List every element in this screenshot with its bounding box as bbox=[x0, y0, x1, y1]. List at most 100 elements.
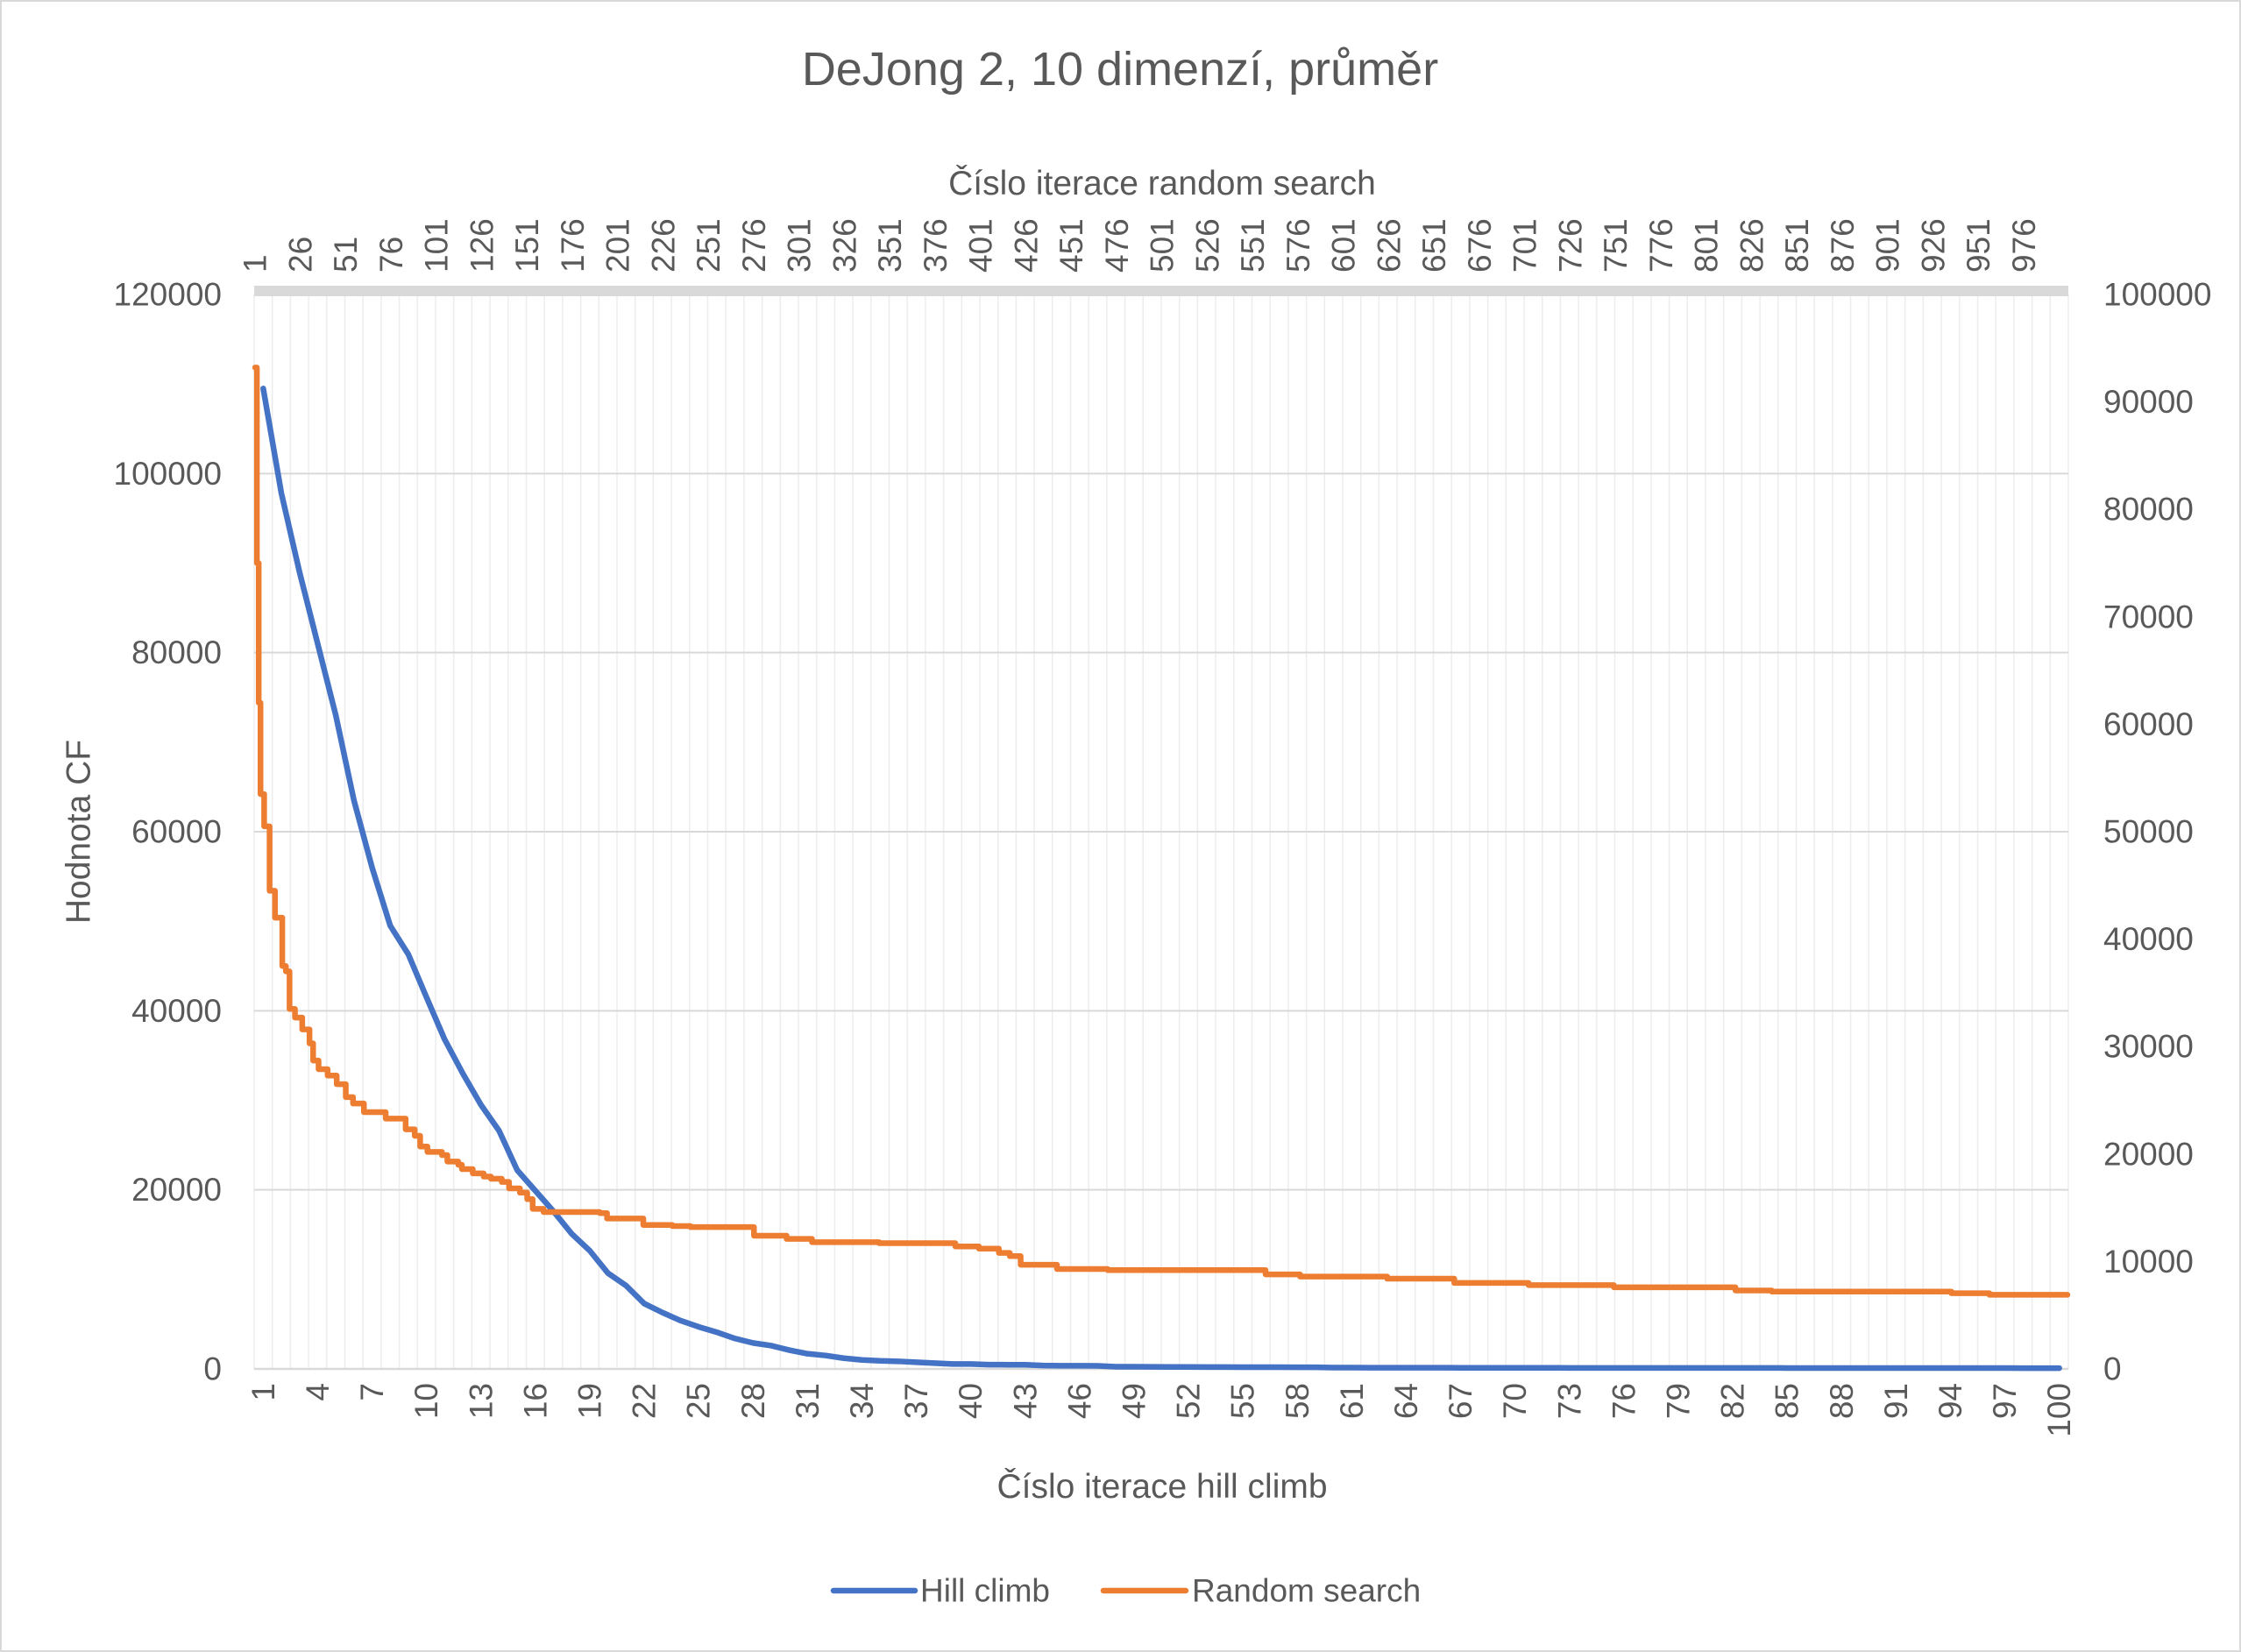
x-bottom-tick-label: 19 bbox=[571, 1383, 607, 1419]
x-bottom-tick-label: 76 bbox=[1606, 1383, 1642, 1419]
x-bottom-tick-label: 64 bbox=[1388, 1383, 1424, 1419]
x-bottom-tick-label: 1 bbox=[245, 1383, 281, 1401]
x-top-tick-label: 51 bbox=[328, 237, 364, 273]
x-bottom-tick-label: 43 bbox=[1007, 1383, 1043, 1419]
x-top-tick-label: 801 bbox=[1689, 218, 1725, 273]
x-top-tick-label: 626 bbox=[1371, 218, 1407, 273]
x-top-tick-label: 1 bbox=[238, 254, 273, 273]
y-right-tick-label: 90000 bbox=[2103, 384, 2194, 420]
x-top-tick-label: 651 bbox=[1416, 218, 1452, 273]
x-top-tick-label: 251 bbox=[691, 218, 727, 273]
x-top-tick-label: 476 bbox=[1099, 218, 1135, 273]
y-left-tick-label: 100000 bbox=[114, 456, 222, 492]
x-bottom-tick-label: 88 bbox=[1824, 1383, 1860, 1419]
x-top-tick-label: 101 bbox=[419, 218, 455, 273]
x-top-tick-label: 451 bbox=[1053, 218, 1089, 273]
series bbox=[252, 365, 2071, 1372]
x-bottom-tick-label: 28 bbox=[735, 1383, 771, 1419]
x-top-tick-label: 426 bbox=[1008, 218, 1044, 273]
x-bottom-tick-label: 46 bbox=[1061, 1383, 1097, 1419]
y-right-tick-label: 40000 bbox=[2103, 921, 2194, 957]
y-right-tick-label: 0 bbox=[2103, 1351, 2122, 1387]
legend: Hill climb Random search bbox=[830, 1573, 1421, 1609]
x-top-tick-label: 576 bbox=[1280, 218, 1316, 273]
x-bottom-tick-label: 97 bbox=[1987, 1383, 2023, 1419]
y-left-tick-label: 80000 bbox=[131, 635, 222, 670]
x-bottom-tick-label: 4 bbox=[300, 1383, 336, 1401]
x-bottom-tick-label: 7 bbox=[354, 1383, 390, 1401]
x-top-tick-label: 351 bbox=[872, 218, 908, 273]
bottom-axis-title: Číslo iterace hill climb bbox=[996, 1467, 1327, 1506]
x-top-tick-label: 701 bbox=[1507, 218, 1543, 273]
x-bottom-tick-label: 52 bbox=[1171, 1383, 1207, 1419]
x-bottom-tick-label: 25 bbox=[681, 1383, 717, 1419]
x-top-tick-label: 301 bbox=[782, 218, 818, 273]
x-top-tick-label: 276 bbox=[736, 218, 772, 273]
x-bottom-tick-label: 100 bbox=[2041, 1383, 2077, 1437]
x-bottom-tick-label: 58 bbox=[1280, 1383, 1316, 1419]
x-top-tick-label: 876 bbox=[1825, 218, 1861, 273]
x-top-tick-label: 751 bbox=[1598, 218, 1634, 273]
x-top-tick-label: 176 bbox=[555, 218, 591, 273]
x-top-tick-label: 376 bbox=[918, 218, 954, 273]
x-bottom-tick-label: 37 bbox=[898, 1383, 934, 1419]
x-top-tick-label: 326 bbox=[826, 218, 862, 273]
x-top-tick-label: 26 bbox=[282, 237, 318, 273]
x-bottom-tick-label: 31 bbox=[790, 1383, 826, 1419]
x-top-tick-label: 851 bbox=[1779, 218, 1815, 273]
y-right-tick-label: 100000 bbox=[2103, 277, 2211, 313]
x-bottom-tick-label: 91 bbox=[1878, 1383, 1914, 1419]
x-bottom-tick-label: 55 bbox=[1225, 1383, 1261, 1419]
legend-label-random-search: Random search bbox=[1192, 1573, 1421, 1609]
gridlines bbox=[253, 294, 2069, 1371]
y-left-tick-label: 20000 bbox=[131, 1172, 222, 1208]
x-top-tick-label: 201 bbox=[600, 218, 636, 273]
x-top-tick-label: 676 bbox=[1462, 218, 1498, 273]
y-right-tick-label: 20000 bbox=[2103, 1136, 2194, 1172]
x-top-tick-label: 951 bbox=[1961, 218, 1996, 273]
x-top-tick-label: 926 bbox=[1915, 218, 1951, 273]
x-bottom-tick-label: 94 bbox=[1933, 1383, 1968, 1419]
left-axis-title: Hodnota CF bbox=[60, 740, 98, 924]
x-bottom-tick-label: 49 bbox=[1116, 1383, 1152, 1419]
x-bottom-tick-label: 82 bbox=[1715, 1383, 1751, 1419]
x-top-tick-label: 551 bbox=[1235, 218, 1271, 273]
y-right-tick-label: 60000 bbox=[2103, 706, 2194, 742]
x-top-tick-label: 501 bbox=[1145, 218, 1181, 273]
x-top-tick-label: 776 bbox=[1643, 218, 1679, 273]
series-line-random-search bbox=[252, 365, 2071, 1298]
x-top-tick-label: 901 bbox=[1870, 218, 1906, 273]
x-top-tick-label: 826 bbox=[1734, 218, 1769, 273]
x-top-tick-label: 726 bbox=[1552, 218, 1588, 273]
y-left-tick-label: 40000 bbox=[131, 993, 222, 1029]
x-bottom-tick-label: 61 bbox=[1334, 1383, 1370, 1419]
y-right-tick-label: 80000 bbox=[2103, 492, 2194, 528]
chart-title: DeJong 2, 10 dimenzí, průměr bbox=[802, 43, 1438, 96]
x-top-tick-label: 126 bbox=[464, 218, 500, 273]
x-top-tick-label: 151 bbox=[509, 218, 545, 273]
top-axis-band bbox=[254, 286, 2068, 296]
x-bottom-tick-label: 73 bbox=[1551, 1383, 1587, 1419]
x-bottom-tick-label: 22 bbox=[627, 1383, 663, 1419]
x-bottom-tick-label: 34 bbox=[844, 1383, 880, 1419]
x-bottom-tick-label: 70 bbox=[1497, 1383, 1533, 1419]
x-bottom-tick-label: 40 bbox=[953, 1383, 989, 1419]
series-line-hill-climb bbox=[260, 386, 2062, 1372]
y-left-tick-label: 120000 bbox=[114, 277, 222, 313]
y-right-tick-label: 10000 bbox=[2103, 1244, 2194, 1280]
x-bottom-tick-label: 85 bbox=[1769, 1383, 1805, 1419]
top-axis-title: Číslo iterace random search bbox=[948, 164, 1376, 202]
x-top-tick-label: 226 bbox=[645, 218, 681, 273]
x-top-tick-label: 76 bbox=[373, 237, 409, 273]
x-bottom-tick-label: 79 bbox=[1660, 1383, 1696, 1419]
x-bottom-tick-label: 67 bbox=[1443, 1383, 1479, 1419]
y-left-tick-label: 60000 bbox=[131, 814, 222, 850]
y-right-tick-label: 70000 bbox=[2103, 599, 2194, 635]
tick-labels: 0200004000060000800001000001200000100002… bbox=[114, 218, 2212, 1436]
x-bottom-tick-label: 10 bbox=[408, 1383, 444, 1419]
x-bottom-tick-label: 16 bbox=[517, 1383, 553, 1419]
x-top-tick-label: 526 bbox=[1189, 218, 1225, 273]
y-right-tick-label: 50000 bbox=[2103, 814, 2194, 850]
